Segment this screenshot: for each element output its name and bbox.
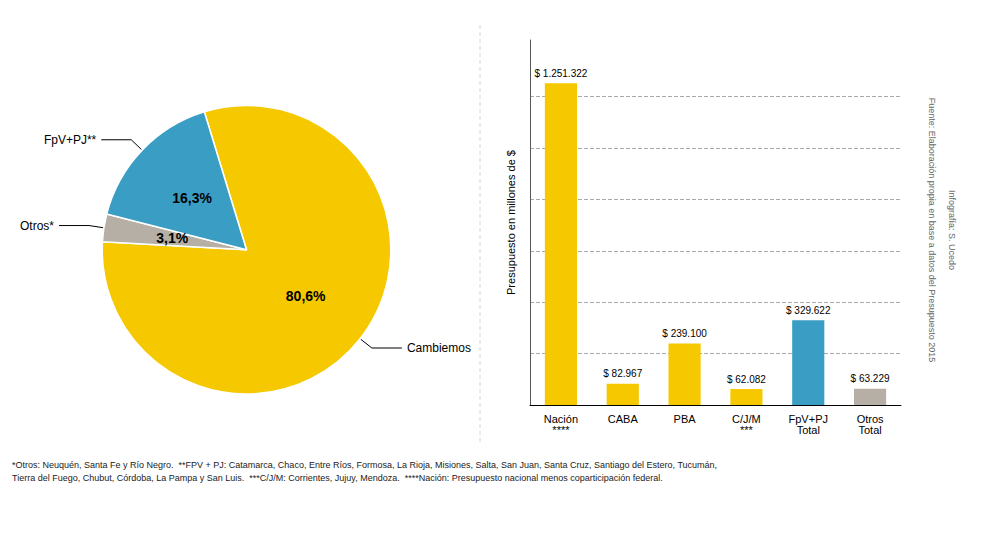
svg-text:****: **** <box>552 424 570 436</box>
svg-text:$ 329.622: $ 329.622 <box>786 305 831 316</box>
svg-text:80,6%: 80,6% <box>286 288 326 304</box>
svg-text:Total: Total <box>858 424 881 436</box>
svg-text:***: *** <box>740 424 754 436</box>
svg-text:*Otros: Neuquén, Santa Fe y Rí: *Otros: Neuquén, Santa Fe y Río Negro. *… <box>12 460 717 470</box>
svg-text:$ 62.082: $ 62.082 <box>727 374 766 385</box>
svg-text:PBA: PBA <box>674 413 697 425</box>
svg-text:Cambiemos: Cambiemos <box>407 341 471 355</box>
svg-text:Tierra del Fuego, Chubut, Córd: Tierra del Fuego, Chubut, Córdoba, La Pa… <box>12 473 663 483</box>
svg-text:Presupuesto en millones de $: Presupuesto en millones de $ <box>505 150 517 295</box>
svg-text:Otros*: Otros* <box>20 219 54 233</box>
svg-text:C/J/M: C/J/M <box>732 412 761 425</box>
svg-text:Infografía: S. Ucedo: Infografía: S. Ucedo <box>947 190 957 270</box>
svg-text:$ 1.251.322: $ 1.251.322 <box>535 68 588 79</box>
svg-text:$ 63.229: $ 63.229 <box>851 373 890 384</box>
svg-text:Nación: Nación <box>543 412 578 425</box>
svg-text:Otros: Otros <box>856 412 884 425</box>
svg-text:Fuente: Elaboración propia en: Fuente: Elaboración propia en base a dat… <box>927 98 937 363</box>
svg-text:3,1%: 3,1% <box>156 230 188 246</box>
svg-text:FpV+PJ**: FpV+PJ** <box>44 133 97 147</box>
svg-text:Total: Total <box>797 424 820 436</box>
svg-text:16,3%: 16,3% <box>172 190 212 206</box>
svg-text:$ 239.100: $ 239.100 <box>662 328 707 339</box>
svg-text:CABA: CABA <box>608 413 639 425</box>
svg-text:$ 82.967: $ 82.967 <box>603 368 642 379</box>
svg-text:FpV+PJ: FpV+PJ <box>788 412 828 425</box>
